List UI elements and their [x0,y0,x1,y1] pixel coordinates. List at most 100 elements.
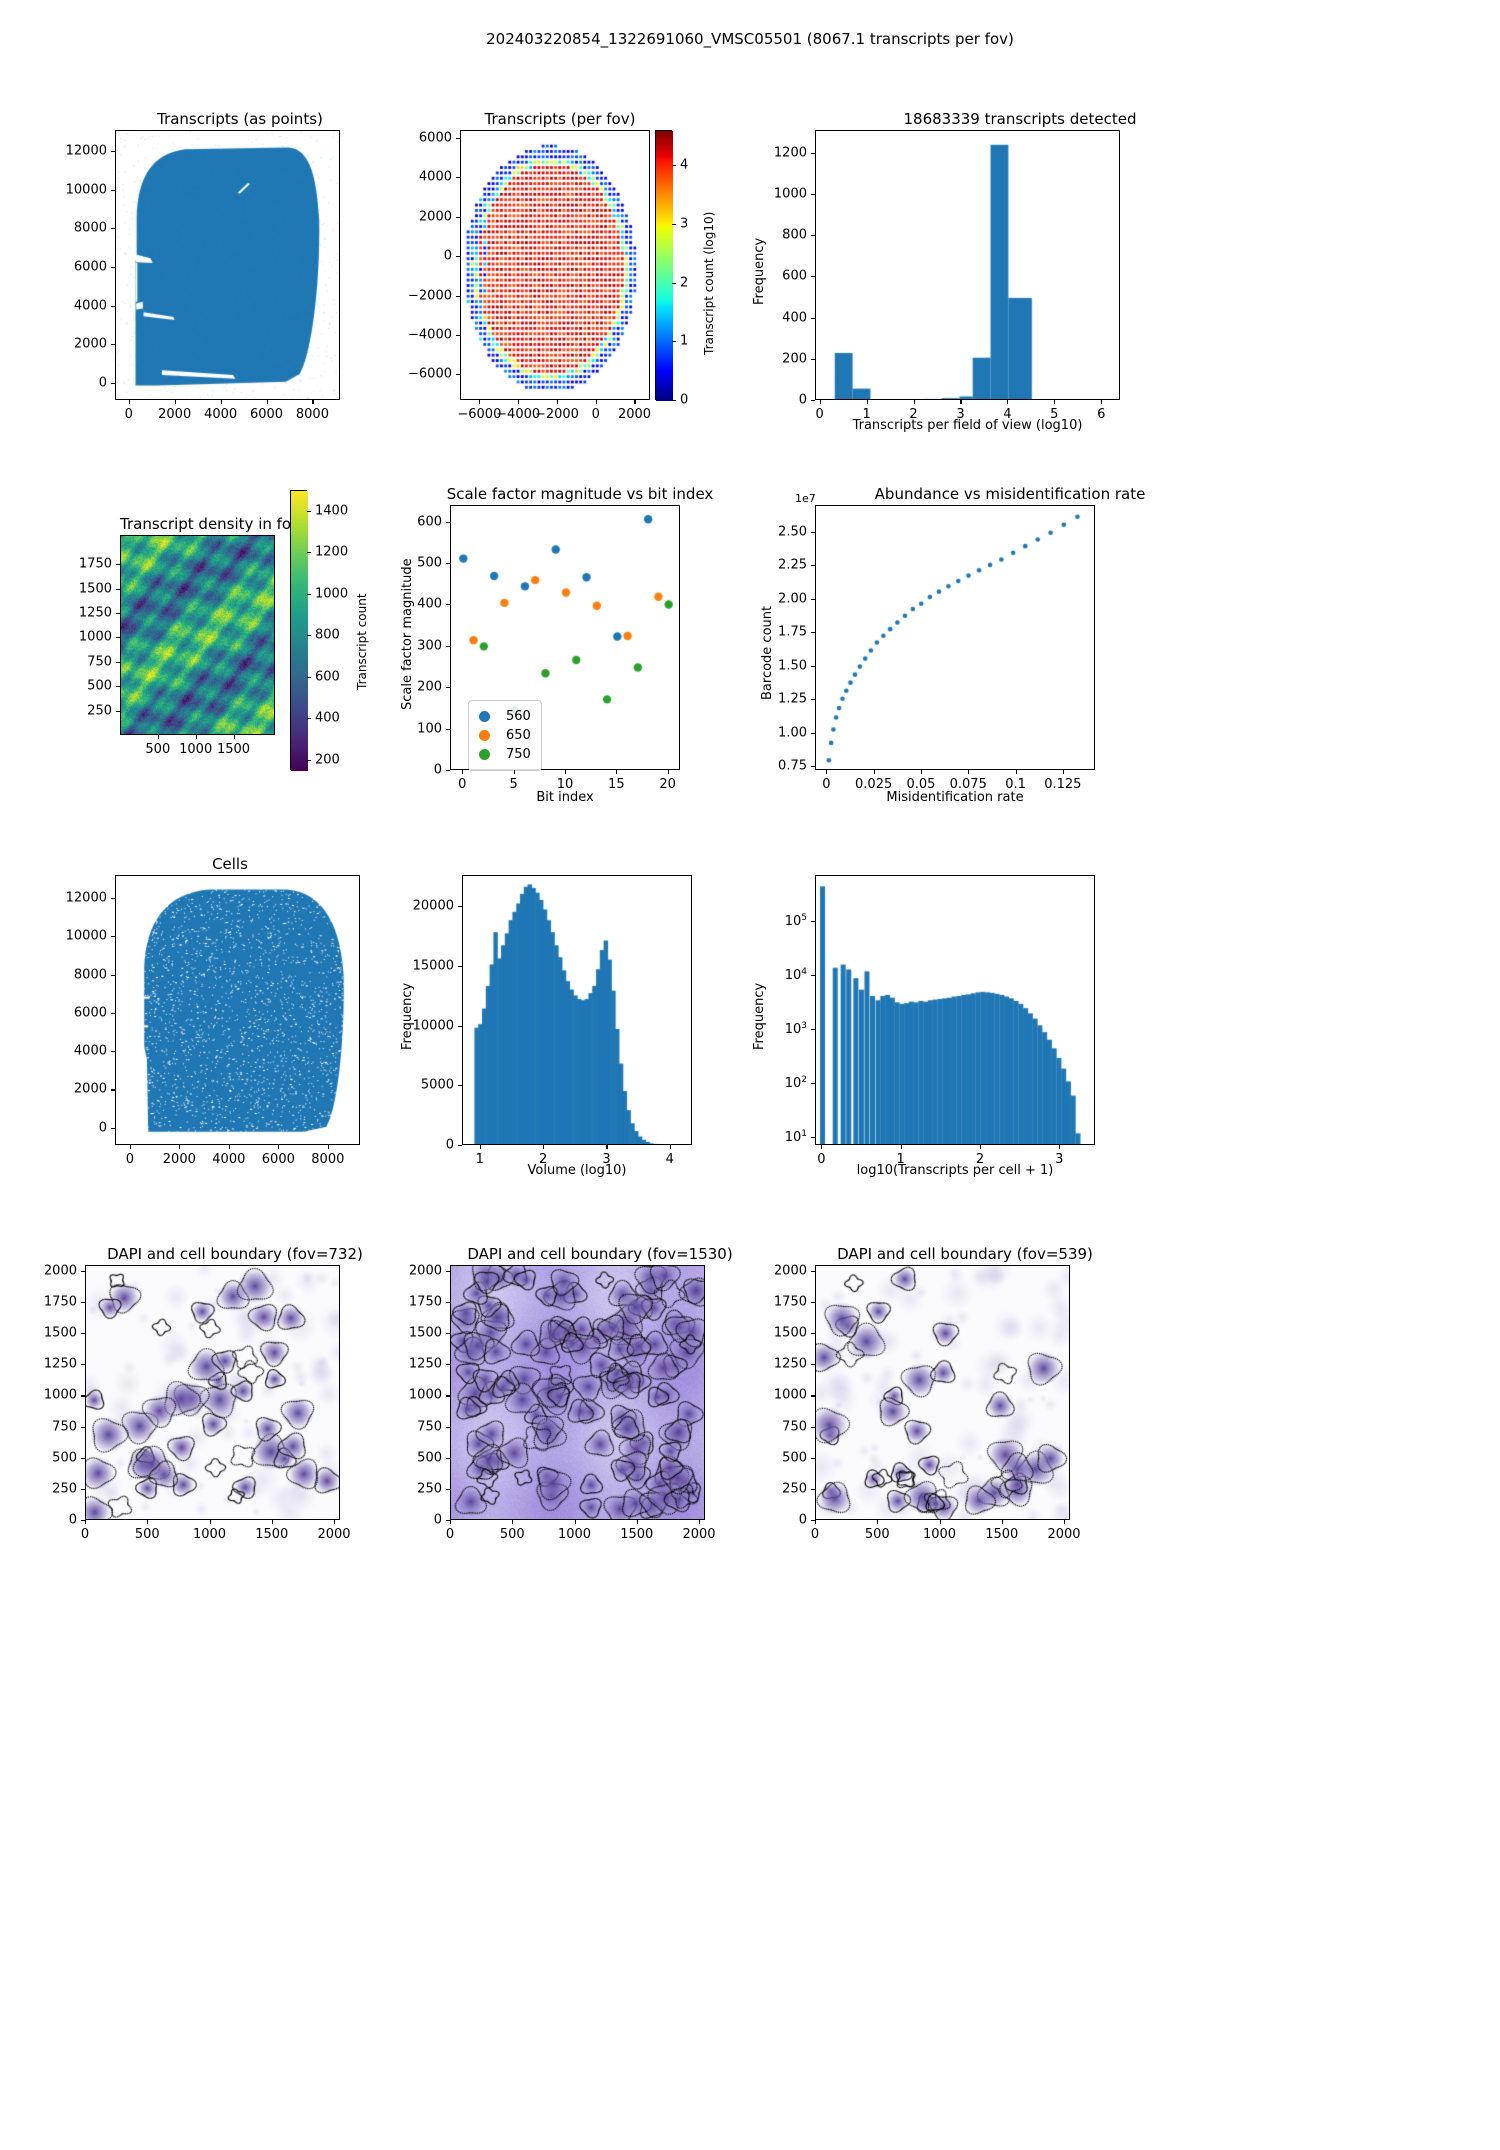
axis-tick-x: 8000 [311,1152,345,1167]
axis-tick-y: 0 [798,1512,807,1528]
axis-tick [456,295,460,297]
axis-tick-y: 1500 [78,581,112,597]
axis-tick [81,1520,85,1522]
axis-tick [111,151,115,153]
colorbar-tick: 1000 [315,586,349,602]
axis-tick-y: 400 [417,596,442,612]
axis-tick [446,1488,450,1490]
axis-tick-y: 20000 [412,898,454,914]
axis-tick-x: 0 [810,1527,820,1542]
axis-tick-y: 0 [433,1512,442,1528]
axis-tick-x: 2000 [158,407,192,422]
axis-tick [518,400,520,404]
axis-tick-x: 1000 [192,1527,227,1542]
axis-tick-y: 8000 [73,967,107,983]
axis-tick-y: 250 [417,1481,442,1497]
axis-tick [111,897,115,900]
legend-entry[interactable]: 750 [479,745,531,764]
axis-tick [157,735,159,739]
axis-tick-y: 1750 [43,1294,77,1310]
fov-count-scatter [461,131,649,399]
panel-title: DAPI and cell boundary (fov=1530) [467,1245,733,1263]
axis-tick [811,317,815,319]
axis-tick [672,282,676,284]
axis-tick [81,1333,85,1335]
axis-tick [811,1270,815,1273]
axis-tick-y: 1250 [773,1356,807,1372]
axis-tick [458,965,462,967]
axis-tick [111,974,115,976]
plot-area [115,875,360,1145]
axis-tick [81,1426,85,1428]
scale-factor-legend[interactable]: 560 650 750 [468,700,542,771]
axis-tick [111,344,115,346]
axis-tick-y: 250 [87,703,112,719]
axis-tick-x: 1500 [620,1527,654,1542]
axis-tick [446,1333,450,1335]
axis-tick-x: 4000 [212,1152,246,1167]
axis-tick [307,759,311,761]
legend-entry[interactable]: 650 [479,726,531,745]
axis-tick-y: 2000 [773,1263,807,1279]
axis-tick [446,770,450,772]
axis-tick-y: 600 [417,514,442,530]
axis-tick-y: 500 [782,1450,807,1466]
axis-tick-y: 0 [798,392,807,408]
axis-tick [939,1520,941,1524]
axis-tick-y: 1000 [78,629,112,645]
axis-tick-y: 750 [87,654,112,670]
axis-tick-y: 1750 [408,1294,442,1310]
axis-tick [111,1127,115,1129]
axis-tick [228,1145,230,1149]
panel-title: Transcripts (per fov) [484,110,636,128]
axis-tick-y: 750 [417,1419,442,1435]
axis-tick-x: 0 [445,1527,455,1542]
axis-tick [147,1520,149,1524]
colorbar-tick: 600 [315,669,340,685]
axis-tick [1007,400,1009,404]
axis-tick [446,1302,450,1304]
axis-tick-y: 6000 [73,1005,107,1021]
legend-entry[interactable]: 560 [479,707,531,726]
x-axis-label: Bit index [536,790,594,805]
axis-tick-y: 104 [784,966,807,983]
axis-tick [334,1520,336,1524]
axis-tick-y: 500 [52,1450,77,1466]
axis-tick-x: 3 [1055,1152,1064,1167]
axis-tick [811,358,815,360]
axis-tick-y: 600 [782,268,807,284]
axis-tick [811,598,815,600]
axis-tick [672,223,676,225]
axis-tick-y: −6000 [408,366,452,382]
axis-tick-y: 750 [52,1419,77,1435]
axis-tick-x: 5 [509,777,518,792]
axis-tick-y: 2.00 [778,591,807,607]
axis-tick [811,400,815,402]
panel-title: Transcript density in fov [120,515,300,533]
axis-tick [811,1426,815,1428]
dapi-image [86,1266,339,1519]
x-axis-label: Transcripts per field of view (log10) [852,418,1083,433]
axis-tick [111,305,115,307]
axis-tick-x: 1000 [557,1527,592,1542]
axis-tick-y: 0 [433,762,442,778]
axis-tick-x: 500 [134,1527,160,1542]
axis-tick [307,718,311,720]
axis-tick-y: 200 [417,679,442,695]
axis-tick [479,1145,481,1149]
axis-tick [195,735,197,739]
axis-tick-y: 250 [52,1481,77,1497]
axis-tick-y: 500 [417,555,442,571]
axis-tick-x: 0 [817,1152,826,1167]
axis-tick [811,765,815,768]
axis-tick-y: 500 [87,678,112,694]
axis-tick [811,152,815,154]
axis-tick [81,1364,85,1366]
axis-tick [811,276,815,278]
axis-tick [446,728,450,730]
axis-tick [307,593,311,595]
axis-tick-y: 2000 [418,209,452,225]
axis-tick-y: 1750 [78,556,112,572]
panel-title: DAPI and cell boundary (fov=539) [837,1245,1093,1263]
axis-tick-y: 2000 [73,1081,107,1097]
